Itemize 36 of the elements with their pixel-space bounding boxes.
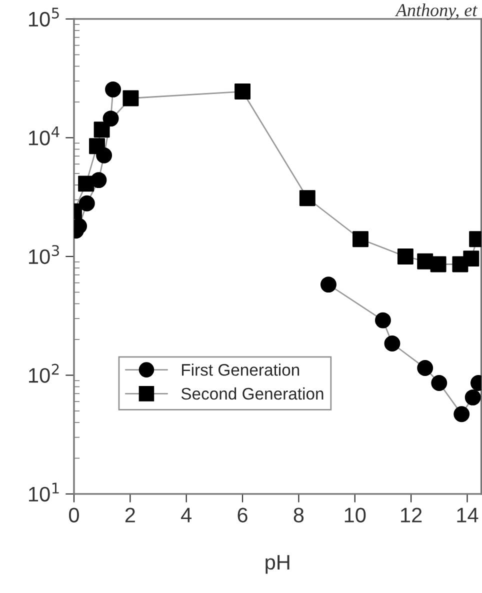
point <box>105 81 122 98</box>
y-tick-label: 10$^{5}$ <box>29 8 59 27</box>
x-tick-label: 6 <box>238 508 248 522</box>
point <box>299 190 316 206</box>
y-tick-label: 10$^{4}$ <box>29 126 60 146</box>
x-tick-label: 12 <box>401 508 422 522</box>
point <box>463 250 480 267</box>
x-tick-label: 10 <box>344 508 366 522</box>
point <box>374 312 391 328</box>
point <box>122 90 139 106</box>
point <box>417 360 434 376</box>
point <box>78 195 95 212</box>
point <box>430 256 446 272</box>
point <box>397 248 414 264</box>
x-tick-label: 8 <box>294 508 304 522</box>
point <box>464 389 481 406</box>
x-tick-label: 2 <box>125 508 135 522</box>
legend-label: Second Generation <box>181 387 324 400</box>
x-tick-label: 0 <box>69 508 79 522</box>
point <box>352 231 368 248</box>
point <box>320 276 336 293</box>
x-tick-label: 14 <box>457 508 478 522</box>
point <box>89 138 105 154</box>
legend-label: First Generation <box>182 364 300 376</box>
y-tick-label: 10$^{3}$ <box>29 245 59 264</box>
point <box>384 336 400 352</box>
y-tick-label: 10$^{2}$ <box>29 364 59 383</box>
point <box>94 122 110 138</box>
x-tick-label: 4 <box>181 508 192 522</box>
point <box>454 406 470 422</box>
point <box>234 84 250 100</box>
y-tick-label: 10$^{1}$ <box>29 482 59 502</box>
x-axis-title: pH <box>266 555 290 574</box>
point <box>431 375 448 391</box>
annotation: Anthony, et <box>394 4 478 20</box>
point <box>78 176 94 192</box>
